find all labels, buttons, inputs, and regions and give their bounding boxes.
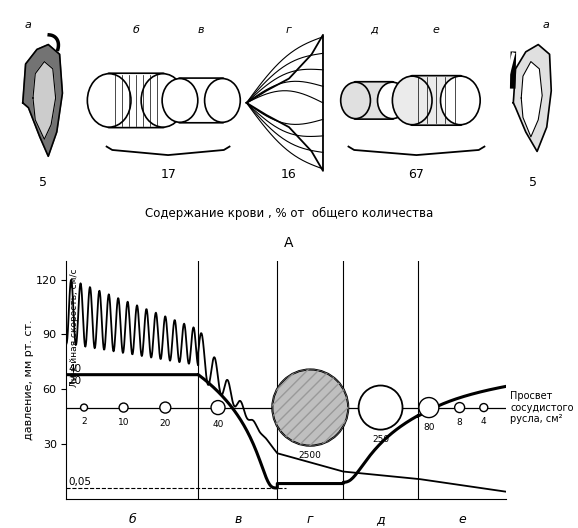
Text: е: е [458, 513, 466, 526]
Text: 5: 5 [528, 176, 536, 188]
Text: 2500: 2500 [299, 451, 322, 460]
Text: д: д [370, 25, 378, 35]
Text: 5: 5 [39, 176, 47, 188]
Text: 16: 16 [281, 168, 297, 182]
FancyBboxPatch shape [411, 76, 461, 125]
Ellipse shape [340, 82, 370, 119]
Text: 17: 17 [161, 168, 176, 182]
Text: а: а [25, 20, 32, 30]
Text: е: е [433, 25, 440, 35]
Text: А: А [284, 237, 294, 250]
Ellipse shape [211, 401, 225, 414]
Polygon shape [23, 44, 62, 156]
Text: в: в [198, 25, 205, 35]
Text: г: г [307, 513, 314, 526]
Ellipse shape [87, 74, 131, 127]
FancyBboxPatch shape [354, 82, 394, 119]
Ellipse shape [392, 76, 432, 125]
Text: 20: 20 [160, 419, 171, 428]
Text: б: б [128, 513, 136, 526]
Text: б: б [132, 25, 139, 35]
Ellipse shape [162, 79, 198, 122]
Ellipse shape [141, 74, 185, 127]
Text: 4: 4 [481, 417, 487, 426]
Polygon shape [513, 44, 551, 152]
Polygon shape [33, 62, 55, 139]
Text: 20: 20 [69, 375, 82, 385]
Text: Содержание крови , % от  общего количества: Содержание крови , % от общего количеств… [145, 208, 433, 220]
Text: а: а [542, 20, 549, 30]
Text: 40: 40 [69, 364, 82, 374]
Text: 67: 67 [409, 168, 424, 182]
Ellipse shape [358, 385, 402, 430]
Text: 2: 2 [81, 417, 87, 426]
Text: 80: 80 [423, 423, 435, 432]
Text: в: в [234, 513, 242, 526]
Ellipse shape [440, 76, 480, 125]
Text: Просвет
сосудистого
русла, см²: Просвет сосудистого русла, см² [510, 391, 573, 424]
Ellipse shape [272, 370, 348, 446]
Text: 10: 10 [118, 418, 129, 427]
Text: г: г [286, 25, 292, 35]
Text: 8: 8 [457, 418, 462, 427]
Ellipse shape [119, 403, 128, 412]
Text: д: д [376, 513, 385, 526]
FancyBboxPatch shape [179, 78, 224, 123]
Text: 40: 40 [212, 420, 224, 429]
Text: давление, мм рт. ст.: давление, мм рт. ст. [24, 320, 34, 440]
Text: Линейная скорость, см/с: Линейная скорость, см/с [70, 269, 79, 387]
Polygon shape [521, 62, 542, 137]
Ellipse shape [160, 402, 171, 413]
FancyBboxPatch shape [108, 73, 164, 128]
Ellipse shape [419, 398, 439, 418]
Ellipse shape [205, 79, 240, 122]
Ellipse shape [377, 82, 407, 119]
Ellipse shape [480, 403, 488, 412]
Text: 250: 250 [372, 435, 389, 444]
Ellipse shape [80, 404, 87, 411]
Text: 0,05: 0,05 [69, 477, 92, 487]
Ellipse shape [455, 402, 465, 412]
